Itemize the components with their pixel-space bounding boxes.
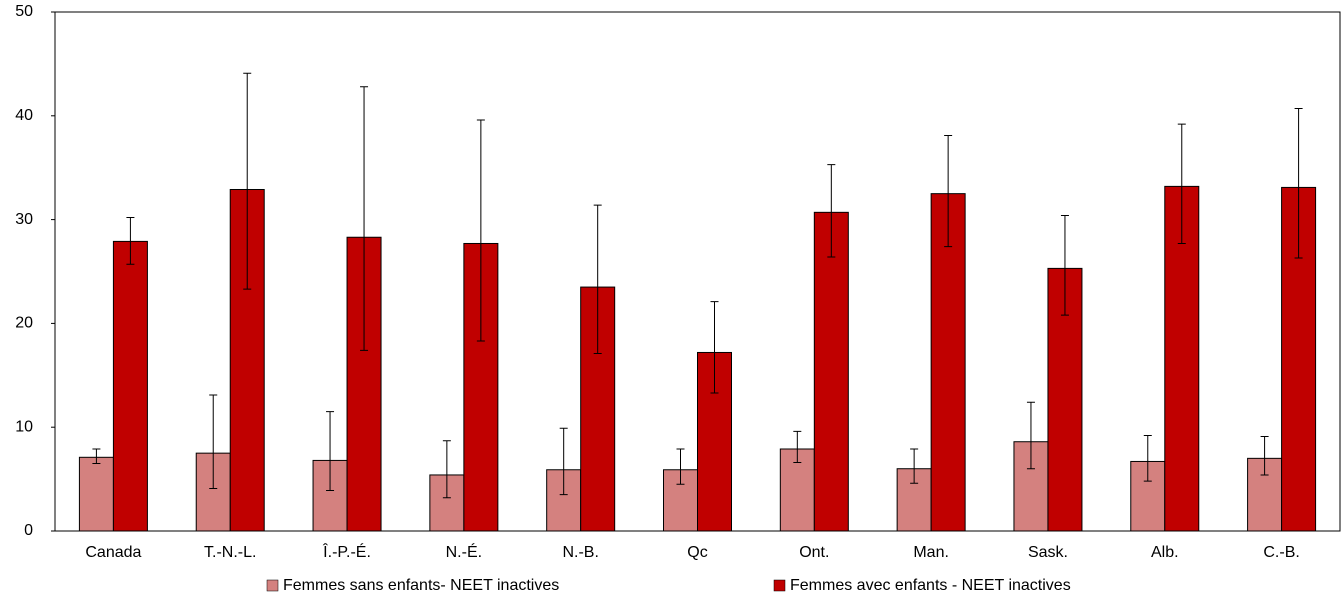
y-tick-label: 10 (15, 418, 33, 435)
x-tick-label: N.-B. (562, 544, 598, 561)
error-bar (793, 430, 802, 463)
error-bar (326, 411, 335, 492)
legend-label: Femmes avec enfants - NEET inactives (790, 577, 1071, 594)
error-bar (442, 440, 451, 499)
bar (930, 193, 966, 532)
error-bar (710, 301, 719, 394)
x-tick-label: T.-N.-L. (204, 544, 256, 561)
y-tick-label: 0 (24, 522, 33, 539)
error-bar (243, 72, 252, 290)
x-tick-label: N.-É. (446, 542, 482, 561)
bar (813, 211, 849, 532)
x-tick-label: Qc (687, 544, 707, 561)
x-tick-label: Î.-P.-É. (322, 542, 371, 561)
x-tick-label: Canada (85, 544, 141, 561)
error-bar (910, 448, 919, 484)
y-tick-label: 20 (15, 315, 33, 332)
error-bar (944, 135, 953, 248)
legend-swatch (773, 579, 786, 592)
error-bar (476, 119, 485, 342)
error-bar (593, 204, 602, 355)
error-bar (92, 448, 101, 465)
y-tick-label: 30 (15, 211, 33, 228)
error-bar (1260, 436, 1269, 476)
legend-swatch (266, 579, 279, 592)
error-bar (1294, 108, 1303, 259)
bar (78, 456, 114, 532)
legend-label: Femmes sans enfants- NEET inactives (283, 577, 559, 594)
bar (112, 240, 148, 532)
error-bar (126, 217, 135, 265)
error-bar (360, 86, 369, 351)
x-tick-label: Sask. (1028, 544, 1068, 561)
y-tick-label: 40 (15, 107, 33, 124)
error-bar (559, 427, 568, 496)
x-tick-label: C.-B. (1263, 544, 1299, 561)
error-bar (1026, 401, 1035, 470)
error-bar (1177, 123, 1186, 244)
error-bar (1060, 214, 1069, 316)
error-bar (827, 164, 836, 258)
error-bar (1143, 435, 1152, 482)
error-bar (676, 448, 685, 485)
x-tick-label: Ont. (799, 544, 829, 561)
y-tick-label: 50 (15, 3, 33, 20)
error-bar (209, 394, 218, 489)
x-tick-label: Man. (913, 544, 949, 561)
x-tick-label: Alb. (1151, 544, 1179, 561)
